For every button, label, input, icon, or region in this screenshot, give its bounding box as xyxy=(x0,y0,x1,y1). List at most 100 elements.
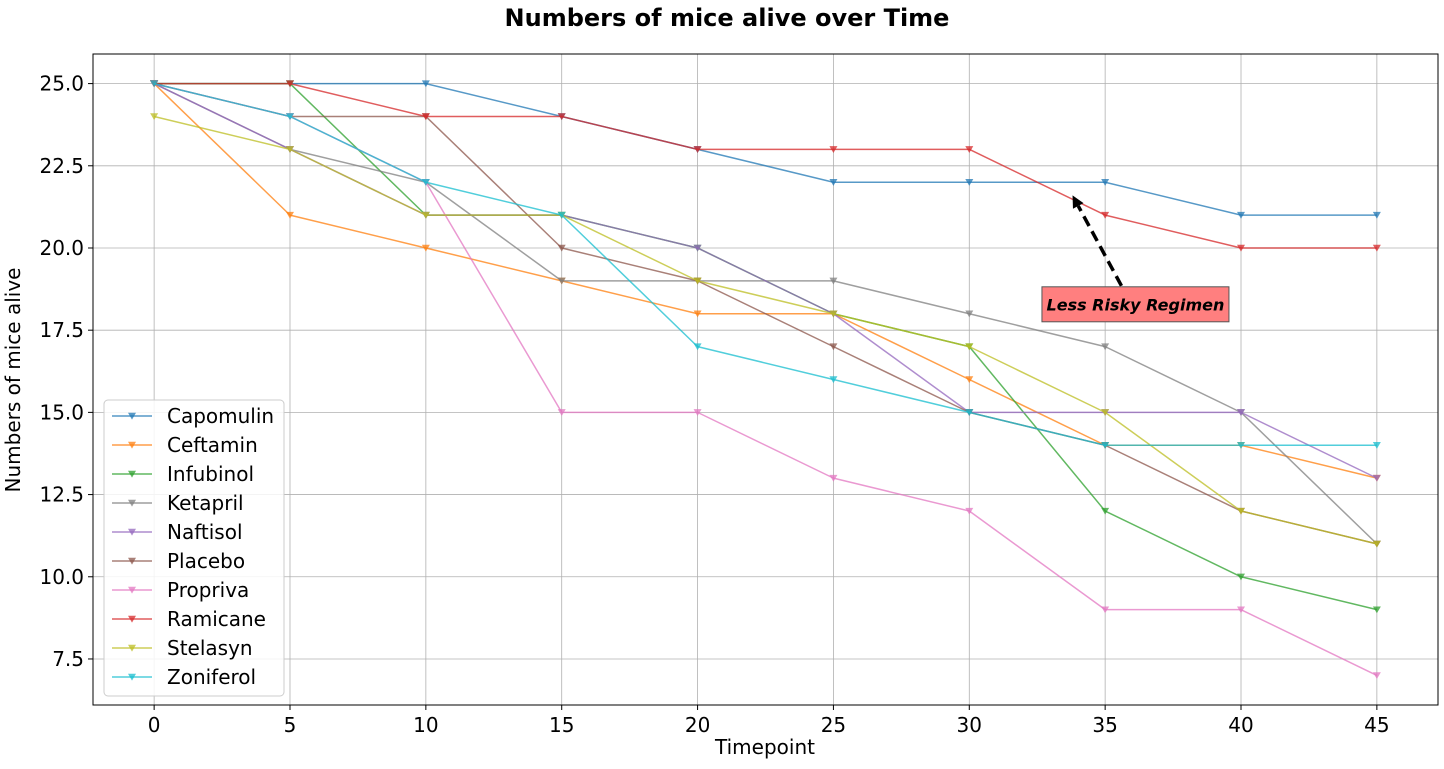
data-point xyxy=(1237,507,1246,515)
legend-swatch-marker xyxy=(128,441,136,449)
data-point xyxy=(1237,409,1246,416)
data-point xyxy=(150,113,159,121)
y-tick-label: 12.5 xyxy=(39,483,84,507)
legend: Capomulin Ceftamin Infubinol Ketapril Naftis… xyxy=(103,399,285,697)
data-point xyxy=(829,343,838,351)
y-tick-label: 15.0 xyxy=(39,400,84,424)
legend-label: Propriva xyxy=(167,578,249,602)
data-point xyxy=(1372,442,1381,449)
data-point xyxy=(1101,409,1110,416)
legend-item: Ramicane xyxy=(112,607,266,631)
data-point xyxy=(421,113,430,121)
y-tick-label: 10.0 xyxy=(39,565,84,589)
series-line xyxy=(154,82,1378,611)
series-line xyxy=(154,82,1377,216)
legend-swatch-marker xyxy=(128,528,136,536)
data-point xyxy=(1372,474,1381,482)
series-layer xyxy=(150,80,1381,680)
annotation-box xyxy=(1041,286,1230,323)
data-point xyxy=(1101,442,1110,449)
series-naftisol xyxy=(150,80,1381,482)
x-tick-label: 20 xyxy=(685,713,710,737)
data-point xyxy=(150,80,159,88)
data-point xyxy=(1101,606,1110,614)
data-point xyxy=(965,310,974,318)
y-axis-label: Numbers of mice alive xyxy=(1,268,25,493)
legend-label: Ramicane xyxy=(167,607,266,631)
data-point xyxy=(421,179,430,186)
data-point xyxy=(557,211,566,219)
data-point xyxy=(1237,573,1246,581)
legend-item: Ceftamin xyxy=(112,433,258,457)
legend-item: Placebo xyxy=(112,549,245,573)
data-point xyxy=(557,409,566,416)
data-point xyxy=(285,146,294,153)
series-line xyxy=(153,115,1378,545)
data-point xyxy=(965,507,974,515)
legend-swatch-marker xyxy=(128,557,136,565)
legend-label: Ketapril xyxy=(167,491,244,515)
data-point xyxy=(829,179,838,186)
data-point xyxy=(1372,540,1381,548)
data-point xyxy=(693,310,702,318)
x-tick-label: 40 xyxy=(1228,713,1253,737)
data-point xyxy=(829,146,838,153)
legend-label: Ceftamin xyxy=(167,433,258,457)
data-point xyxy=(965,343,974,351)
y-tick-label: 20.0 xyxy=(39,236,84,260)
data-point xyxy=(1372,672,1381,680)
x-tick-label: 35 xyxy=(1092,713,1117,737)
data-point xyxy=(693,244,702,252)
data-point xyxy=(693,343,702,351)
data-point xyxy=(693,277,702,285)
data-point xyxy=(557,277,566,285)
y-tick-label: 17.5 xyxy=(39,318,84,342)
data-point xyxy=(1101,507,1110,515)
data-point xyxy=(693,409,702,416)
data-point xyxy=(1237,244,1246,252)
data-point xyxy=(965,179,974,186)
data-point xyxy=(1101,343,1110,351)
data-point xyxy=(829,310,838,318)
data-point xyxy=(1101,179,1110,186)
data-point xyxy=(285,80,294,88)
data-point xyxy=(285,211,294,219)
legend-label: Infubinol xyxy=(167,462,254,486)
data-point xyxy=(829,376,838,384)
y-tick-label: 22.5 xyxy=(39,154,84,178)
data-point xyxy=(421,211,430,219)
legend-swatch-marker xyxy=(128,499,136,507)
annotation-arrow-head xyxy=(1072,195,1084,209)
data-point xyxy=(829,277,838,285)
series-zoniferol xyxy=(150,80,1381,449)
series-line xyxy=(154,82,1377,249)
data-point xyxy=(285,113,294,121)
annotation: Less Risky Regimen xyxy=(1041,195,1230,323)
x-tick-label: 10 xyxy=(413,713,438,737)
legend-label: Zoniferol xyxy=(167,665,256,689)
data-point xyxy=(1237,606,1246,614)
data-point xyxy=(693,146,702,153)
data-point xyxy=(557,244,566,252)
data-point xyxy=(1372,211,1381,219)
legend-label: Capomulin xyxy=(167,404,274,428)
x-tick-label: 45 xyxy=(1364,713,1389,737)
y-tick-label: 7.5 xyxy=(52,647,84,671)
data-point xyxy=(1372,244,1381,252)
legend-item: Propriva xyxy=(112,578,249,602)
data-point xyxy=(1372,606,1381,614)
series-line xyxy=(153,82,1378,545)
legend-label: Naftisol xyxy=(167,520,243,544)
legend-swatch-marker xyxy=(128,586,136,594)
legend-item: Ketapril xyxy=(112,491,244,515)
legend-swatch-marker xyxy=(128,412,136,420)
x-tick-label: 25 xyxy=(821,713,846,737)
data-point xyxy=(1237,442,1246,449)
chart-title: Numbers of mice alive over Time xyxy=(505,4,950,32)
data-point xyxy=(1237,211,1246,219)
series-line xyxy=(153,82,1378,479)
series-line xyxy=(153,82,1377,447)
legend-label: Stelasyn xyxy=(167,636,253,660)
